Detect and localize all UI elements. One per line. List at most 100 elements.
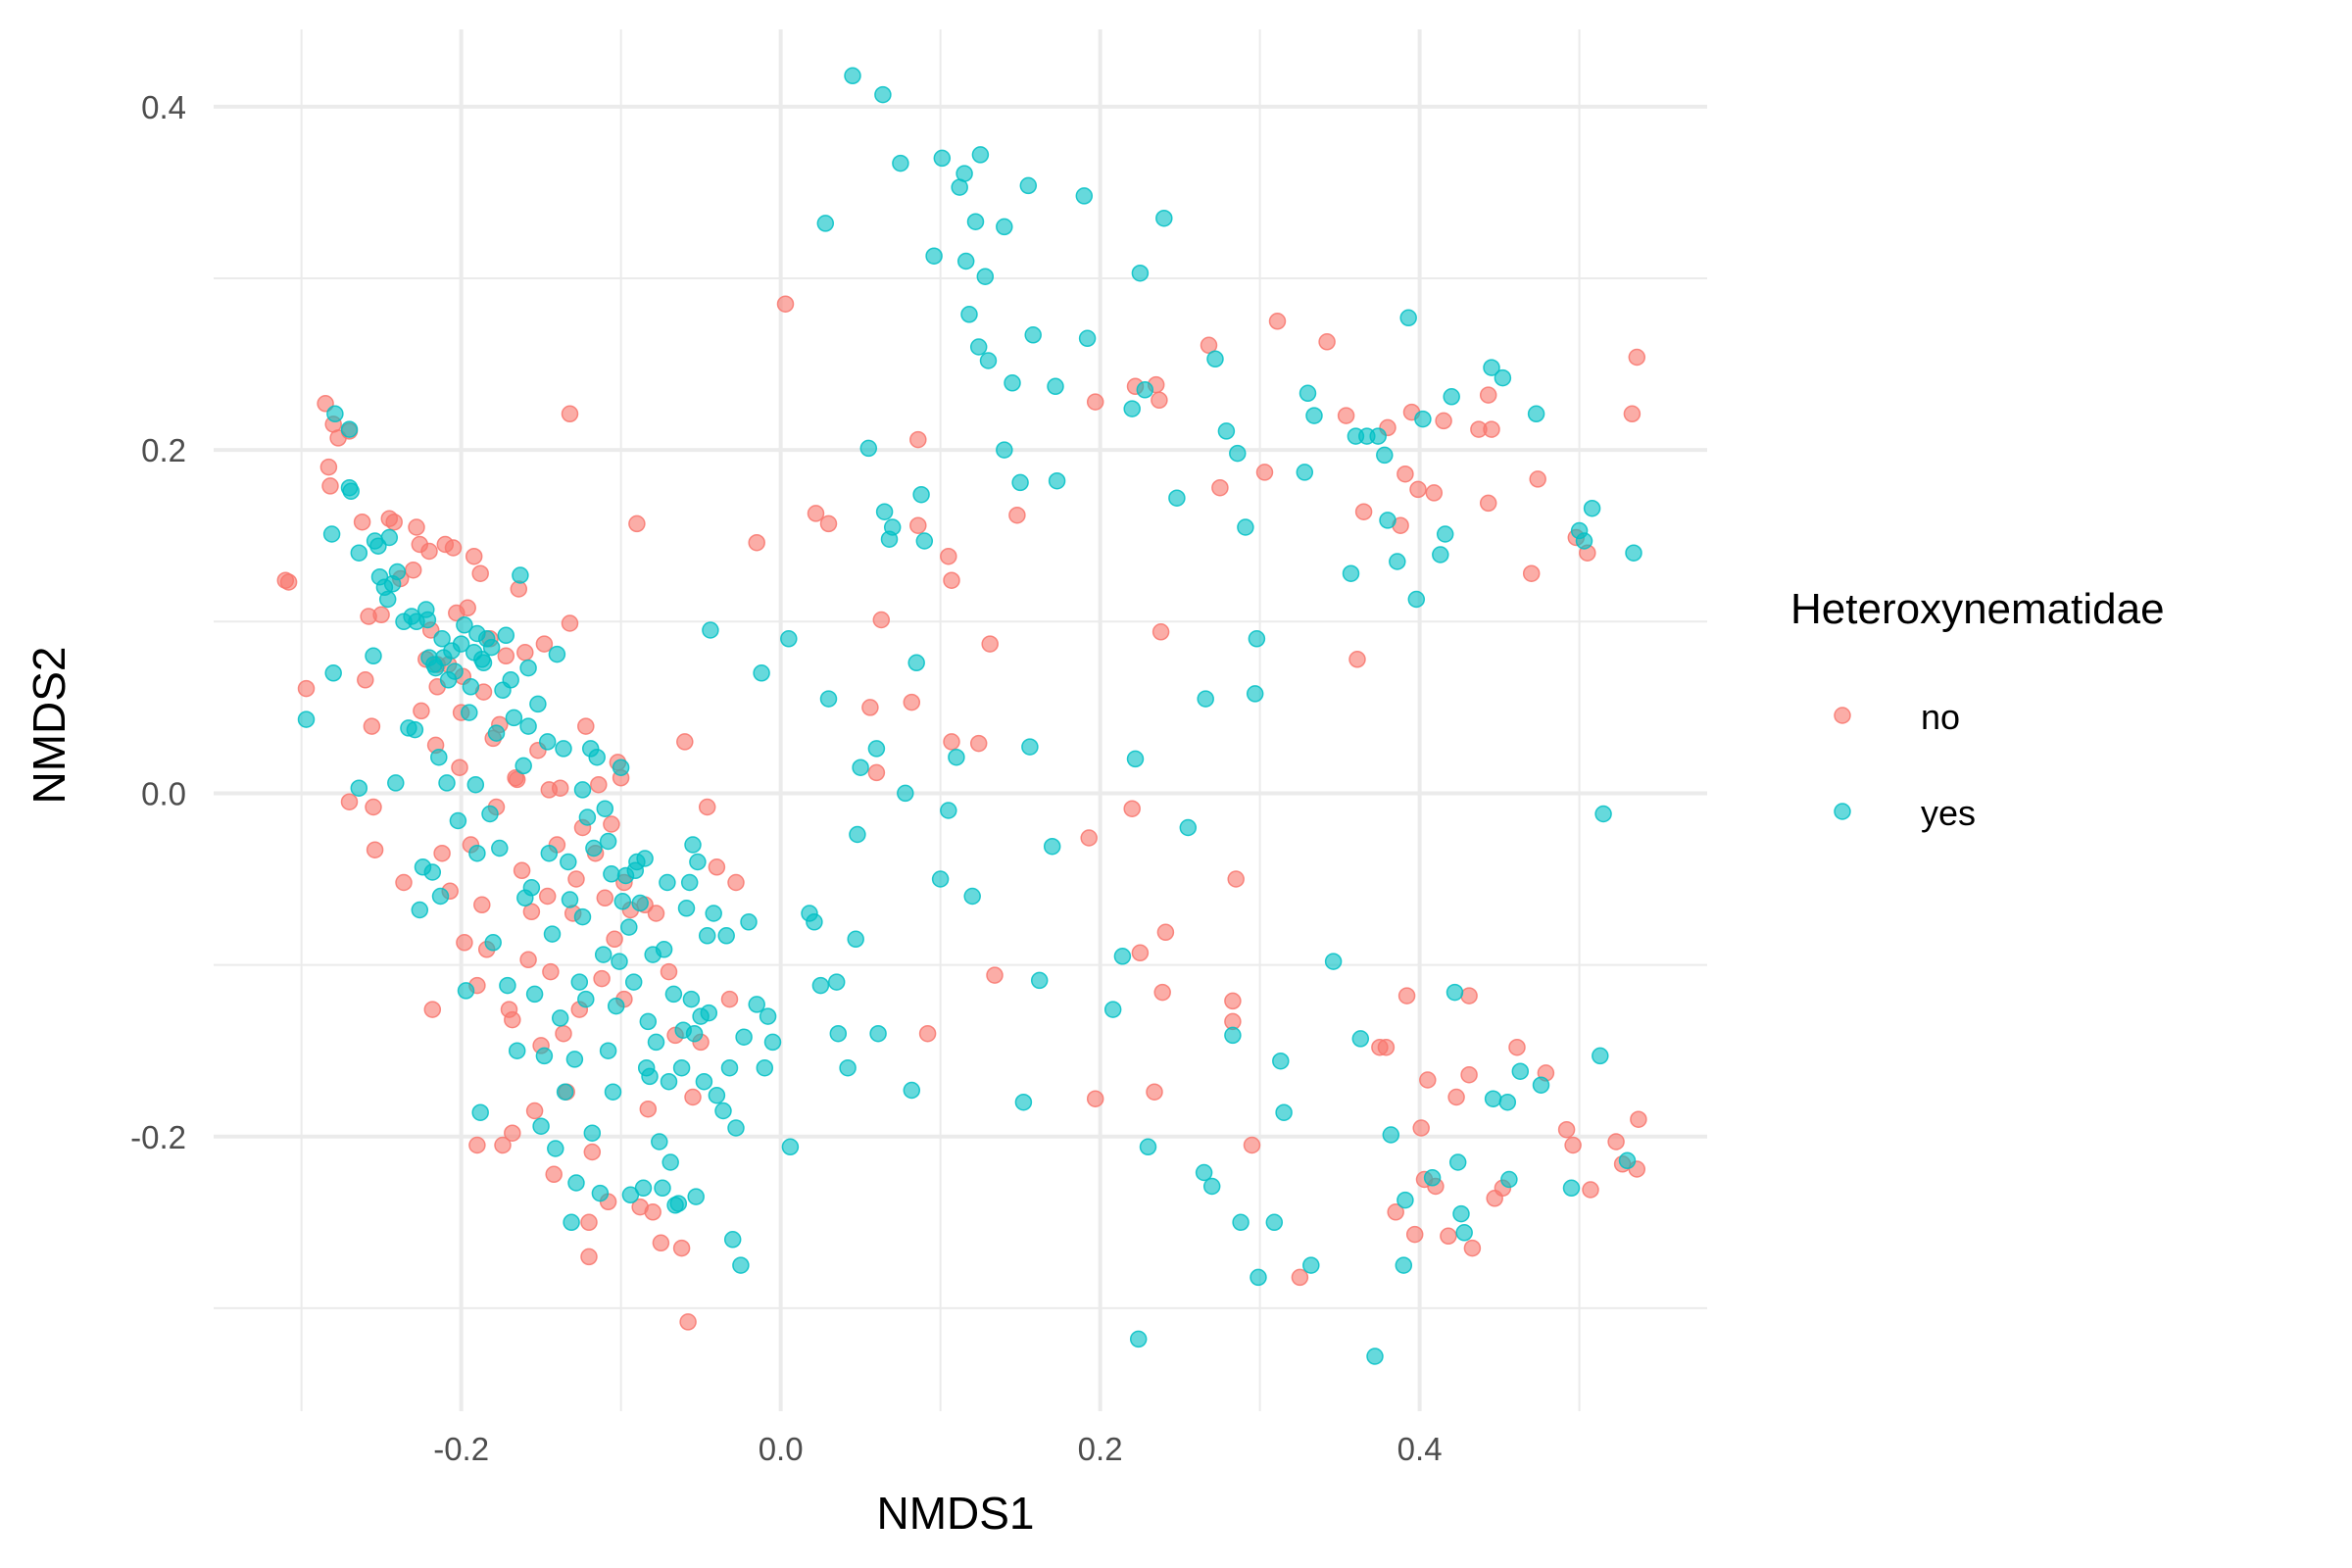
x-tick-label: 0.4 (1397, 1431, 1443, 1467)
scatter-point-yes (1498, 1093, 1517, 1111)
scatter-point-yes (847, 930, 864, 949)
scatter-point-yes (497, 626, 515, 645)
scatter-point-yes (781, 1138, 800, 1156)
scatter-point-yes (1494, 368, 1512, 387)
scatter-point-no (353, 513, 371, 531)
scatter-point-yes (461, 704, 478, 721)
scatter-point-yes (631, 894, 649, 912)
scatter-point-yes (1224, 1026, 1242, 1045)
scatter-point-no (321, 477, 339, 495)
scatter-point-yes (1011, 473, 1029, 492)
scatter-point-yes (636, 850, 654, 867)
scatter-point-yes (1136, 381, 1154, 399)
scatter-point-no (1412, 1119, 1430, 1137)
legend-label-yes: yes (1921, 793, 1976, 833)
scatter-point-no (1409, 480, 1427, 499)
scatter-point-yes (551, 1009, 569, 1027)
scatter-point-yes (654, 1179, 671, 1198)
scatter-point-yes (723, 1231, 742, 1249)
scatter-point-yes (680, 873, 699, 892)
scatter-point-no (1440, 1227, 1457, 1246)
scatter-point-no (1387, 1203, 1404, 1221)
scatter-point-yes (948, 748, 965, 766)
scatter-point-yes (594, 946, 612, 963)
scatter-point-yes (806, 913, 823, 931)
scatter-point-yes (753, 664, 770, 682)
scatter-point-yes (383, 575, 402, 593)
scatter-point-yes (931, 870, 950, 888)
scatter-point-no (540, 781, 559, 799)
scatter-point-no (1255, 464, 1274, 481)
scatter-point-yes (780, 630, 798, 648)
scatter-point-yes (508, 1042, 526, 1059)
scatter-point-yes (1155, 209, 1173, 227)
scatter-point-no (1435, 412, 1452, 430)
scatter-point-yes (1618, 1152, 1637, 1170)
scatter-point-yes (596, 800, 614, 817)
scatter-point-yes (431, 887, 450, 906)
scatter-point-yes (505, 709, 523, 727)
scatter-point-yes (1511, 1062, 1530, 1080)
scatter-point-yes (869, 1024, 887, 1043)
scatter-point-no (1123, 800, 1141, 817)
scatter-point-yes (613, 893, 632, 910)
scatter-point-no (413, 702, 430, 720)
scatter-point-yes (880, 530, 899, 548)
scatter-point-no (385, 513, 403, 531)
scatter-point-no (404, 561, 422, 579)
scatter-point-yes (1446, 983, 1464, 1002)
scatter-point-no (494, 1136, 512, 1154)
scatter-point-no (456, 934, 473, 952)
scatter-point-yes (502, 671, 519, 689)
scatter-point-yes (1103, 1001, 1122, 1018)
scatter-point-yes (423, 863, 442, 881)
scatter-point-no (1463, 1239, 1482, 1257)
scatter-point-yes (547, 1140, 564, 1157)
scatter-point-no (1354, 503, 1373, 520)
scatter-point-yes (519, 659, 537, 677)
scatter-point-yes (457, 982, 475, 1000)
scatter-point-yes (976, 268, 995, 285)
scatter-point-yes (695, 1072, 713, 1091)
scatter-point-no (471, 564, 489, 582)
scatter-point-yes (1625, 544, 1642, 562)
scatter-point-yes (659, 873, 676, 892)
scatter-point-no (1460, 1065, 1478, 1084)
scatter-point-no (1479, 386, 1497, 404)
scatter-point-no (451, 759, 468, 776)
scatter-point-no (1405, 1225, 1424, 1244)
scatter-point-yes (979, 352, 998, 369)
scatter-point-no (519, 951, 537, 969)
scatter-point-yes (1305, 407, 1323, 424)
scatter-point-yes (960, 306, 978, 323)
scatter-point-yes (720, 1058, 739, 1077)
scatter-point-yes (499, 976, 516, 995)
scatter-point-no (943, 733, 960, 751)
scatter-point-no (583, 1143, 602, 1161)
scatter-point-no (459, 599, 476, 617)
scatter-point-no (1243, 1136, 1261, 1154)
scatter-point-yes (915, 532, 934, 550)
scatter-point-no (819, 514, 838, 533)
scatter-point-no (508, 770, 526, 789)
scatter-point-yes (925, 247, 943, 265)
scatter-point-no (395, 873, 413, 892)
scatter-point-yes (1202, 1177, 1221, 1196)
scatter-point-yes (1351, 1030, 1370, 1048)
scatter-point-no (684, 1088, 702, 1106)
scatter-point-yes (522, 879, 541, 897)
scatter-point-yes (471, 1103, 489, 1121)
scatter-point-no (1460, 987, 1478, 1004)
scatter-point-no (444, 539, 463, 557)
scatter-point-yes (1455, 1224, 1473, 1242)
scatter-point-yes (1139, 1138, 1157, 1156)
scatter-point-no (672, 1239, 691, 1257)
scatter-point-yes (1342, 564, 1360, 582)
scatter-point-yes (839, 1058, 857, 1077)
scatter-point-yes (599, 832, 617, 851)
scatter-point-no (1419, 1071, 1437, 1089)
scatter-point-no (1080, 829, 1098, 847)
scatter-point-yes (411, 901, 429, 919)
scatter-point-yes (603, 865, 620, 883)
scatter-point-yes (380, 528, 399, 547)
